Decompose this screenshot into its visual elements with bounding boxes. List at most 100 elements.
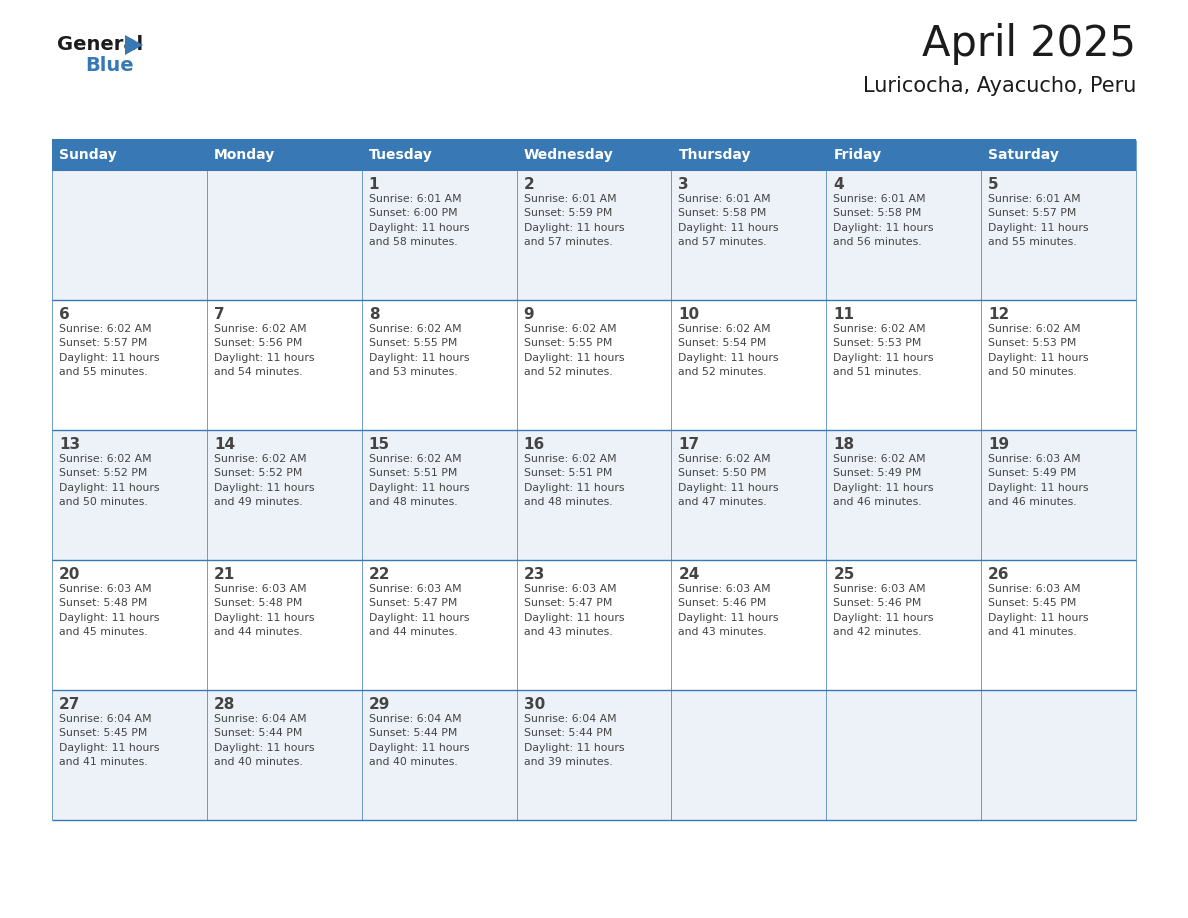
Text: Sunrise: 6:01 AM
Sunset: 6:00 PM
Daylight: 11 hours
and 58 minutes.: Sunrise: 6:01 AM Sunset: 6:00 PM Dayligh… <box>368 194 469 247</box>
Text: Sunrise: 6:02 AM
Sunset: 5:55 PM
Daylight: 11 hours
and 53 minutes.: Sunrise: 6:02 AM Sunset: 5:55 PM Dayligh… <box>368 324 469 377</box>
Text: Luricocha, Ayacucho, Peru: Luricocha, Ayacucho, Peru <box>862 76 1136 96</box>
Bar <box>827 560 981 690</box>
Bar <box>361 430 517 560</box>
Text: 25: 25 <box>833 567 854 582</box>
Bar <box>827 170 981 300</box>
Bar <box>981 170 1136 300</box>
Bar <box>52 170 207 300</box>
Text: Sunrise: 6:02 AM
Sunset: 5:53 PM
Daylight: 11 hours
and 51 minutes.: Sunrise: 6:02 AM Sunset: 5:53 PM Dayligh… <box>833 324 934 377</box>
Text: 24: 24 <box>678 567 700 582</box>
Bar <box>671 300 827 430</box>
Bar <box>671 430 827 560</box>
Text: General: General <box>57 35 143 54</box>
Text: Sunrise: 6:04 AM
Sunset: 5:45 PM
Daylight: 11 hours
and 41 minutes.: Sunrise: 6:04 AM Sunset: 5:45 PM Dayligh… <box>59 714 159 767</box>
Bar <box>827 430 981 560</box>
Text: 20: 20 <box>59 567 81 582</box>
Text: Sunrise: 6:01 AM
Sunset: 5:58 PM
Daylight: 11 hours
and 56 minutes.: Sunrise: 6:01 AM Sunset: 5:58 PM Dayligh… <box>833 194 934 247</box>
Text: 26: 26 <box>988 567 1010 582</box>
Text: Sunrise: 6:04 AM
Sunset: 5:44 PM
Daylight: 11 hours
and 40 minutes.: Sunrise: 6:04 AM Sunset: 5:44 PM Dayligh… <box>368 714 469 767</box>
Bar <box>52 300 207 430</box>
Bar <box>981 300 1136 430</box>
Bar <box>207 560 361 690</box>
Bar <box>207 140 361 170</box>
Polygon shape <box>125 35 143 55</box>
Text: 23: 23 <box>524 567 545 582</box>
Text: 27: 27 <box>59 697 81 712</box>
Text: Sunrise: 6:01 AM
Sunset: 5:57 PM
Daylight: 11 hours
and 55 minutes.: Sunrise: 6:01 AM Sunset: 5:57 PM Dayligh… <box>988 194 1088 247</box>
Text: 13: 13 <box>59 437 80 452</box>
Bar <box>361 690 517 820</box>
Text: Sunrise: 6:02 AM
Sunset: 5:51 PM
Daylight: 11 hours
and 48 minutes.: Sunrise: 6:02 AM Sunset: 5:51 PM Dayligh… <box>368 454 469 508</box>
Text: 16: 16 <box>524 437 545 452</box>
Bar <box>671 560 827 690</box>
Text: 18: 18 <box>833 437 854 452</box>
Text: Sunrise: 6:02 AM
Sunset: 5:51 PM
Daylight: 11 hours
and 48 minutes.: Sunrise: 6:02 AM Sunset: 5:51 PM Dayligh… <box>524 454 624 508</box>
Text: Blue: Blue <box>86 56 133 75</box>
Bar <box>52 690 207 820</box>
Bar <box>517 430 671 560</box>
Text: Sunrise: 6:02 AM
Sunset: 5:50 PM
Daylight: 11 hours
and 47 minutes.: Sunrise: 6:02 AM Sunset: 5:50 PM Dayligh… <box>678 454 779 508</box>
Text: 1: 1 <box>368 177 379 192</box>
Text: Thursday: Thursday <box>678 148 751 162</box>
Bar <box>517 140 671 170</box>
Bar <box>207 690 361 820</box>
Bar <box>361 140 517 170</box>
Text: Monday: Monday <box>214 148 276 162</box>
Bar <box>827 300 981 430</box>
Text: 17: 17 <box>678 437 700 452</box>
Text: Sunrise: 6:04 AM
Sunset: 5:44 PM
Daylight: 11 hours
and 39 minutes.: Sunrise: 6:04 AM Sunset: 5:44 PM Dayligh… <box>524 714 624 767</box>
Bar <box>671 690 827 820</box>
Text: 15: 15 <box>368 437 390 452</box>
Bar <box>52 140 207 170</box>
Text: Sunrise: 6:03 AM
Sunset: 5:46 PM
Daylight: 11 hours
and 42 minutes.: Sunrise: 6:03 AM Sunset: 5:46 PM Dayligh… <box>833 584 934 637</box>
Bar <box>981 140 1136 170</box>
Text: Sunrise: 6:02 AM
Sunset: 5:55 PM
Daylight: 11 hours
and 52 minutes.: Sunrise: 6:02 AM Sunset: 5:55 PM Dayligh… <box>524 324 624 377</box>
Text: 19: 19 <box>988 437 1010 452</box>
Text: Sunrise: 6:04 AM
Sunset: 5:44 PM
Daylight: 11 hours
and 40 minutes.: Sunrise: 6:04 AM Sunset: 5:44 PM Dayligh… <box>214 714 315 767</box>
Text: Sunrise: 6:03 AM
Sunset: 5:47 PM
Daylight: 11 hours
and 43 minutes.: Sunrise: 6:03 AM Sunset: 5:47 PM Dayligh… <box>524 584 624 637</box>
Text: Sunrise: 6:03 AM
Sunset: 5:46 PM
Daylight: 11 hours
and 43 minutes.: Sunrise: 6:03 AM Sunset: 5:46 PM Dayligh… <box>678 584 779 637</box>
Bar <box>361 300 517 430</box>
Text: 6: 6 <box>59 307 70 322</box>
Text: Sunrise: 6:02 AM
Sunset: 5:56 PM
Daylight: 11 hours
and 54 minutes.: Sunrise: 6:02 AM Sunset: 5:56 PM Dayligh… <box>214 324 315 377</box>
Bar <box>361 560 517 690</box>
Text: 29: 29 <box>368 697 390 712</box>
Text: Sunrise: 6:03 AM
Sunset: 5:47 PM
Daylight: 11 hours
and 44 minutes.: Sunrise: 6:03 AM Sunset: 5:47 PM Dayligh… <box>368 584 469 637</box>
Text: Sunrise: 6:01 AM
Sunset: 5:59 PM
Daylight: 11 hours
and 57 minutes.: Sunrise: 6:01 AM Sunset: 5:59 PM Dayligh… <box>524 194 624 247</box>
Bar <box>981 690 1136 820</box>
Bar <box>827 690 981 820</box>
Text: Sunrise: 6:03 AM
Sunset: 5:48 PM
Daylight: 11 hours
and 44 minutes.: Sunrise: 6:03 AM Sunset: 5:48 PM Dayligh… <box>214 584 315 637</box>
Text: 10: 10 <box>678 307 700 322</box>
Text: 9: 9 <box>524 307 535 322</box>
Text: 8: 8 <box>368 307 379 322</box>
Bar <box>207 300 361 430</box>
Bar <box>981 560 1136 690</box>
Text: Tuesday: Tuesday <box>368 148 432 162</box>
Bar <box>52 560 207 690</box>
Text: 28: 28 <box>214 697 235 712</box>
Bar <box>981 430 1136 560</box>
Text: April 2025: April 2025 <box>922 23 1136 65</box>
Text: 21: 21 <box>214 567 235 582</box>
Bar <box>671 140 827 170</box>
Text: Wednesday: Wednesday <box>524 148 613 162</box>
Text: 14: 14 <box>214 437 235 452</box>
Bar <box>207 430 361 560</box>
Bar <box>517 300 671 430</box>
Text: Sunrise: 6:02 AM
Sunset: 5:54 PM
Daylight: 11 hours
and 52 minutes.: Sunrise: 6:02 AM Sunset: 5:54 PM Dayligh… <box>678 324 779 377</box>
Text: 5: 5 <box>988 177 999 192</box>
Bar <box>827 140 981 170</box>
Text: 3: 3 <box>678 177 689 192</box>
Text: Sunrise: 6:02 AM
Sunset: 5:52 PM
Daylight: 11 hours
and 50 minutes.: Sunrise: 6:02 AM Sunset: 5:52 PM Dayligh… <box>59 454 159 508</box>
Bar <box>361 170 517 300</box>
Text: Sunrise: 6:02 AM
Sunset: 5:52 PM
Daylight: 11 hours
and 49 minutes.: Sunrise: 6:02 AM Sunset: 5:52 PM Dayligh… <box>214 454 315 508</box>
Text: Sunrise: 6:03 AM
Sunset: 5:48 PM
Daylight: 11 hours
and 45 minutes.: Sunrise: 6:03 AM Sunset: 5:48 PM Dayligh… <box>59 584 159 637</box>
Text: Sunrise: 6:02 AM
Sunset: 5:53 PM
Daylight: 11 hours
and 50 minutes.: Sunrise: 6:02 AM Sunset: 5:53 PM Dayligh… <box>988 324 1088 377</box>
Text: Sunrise: 6:01 AM
Sunset: 5:58 PM
Daylight: 11 hours
and 57 minutes.: Sunrise: 6:01 AM Sunset: 5:58 PM Dayligh… <box>678 194 779 247</box>
Text: 2: 2 <box>524 177 535 192</box>
Text: Sunrise: 6:02 AM
Sunset: 5:49 PM
Daylight: 11 hours
and 46 minutes.: Sunrise: 6:02 AM Sunset: 5:49 PM Dayligh… <box>833 454 934 508</box>
Text: Sunrise: 6:03 AM
Sunset: 5:45 PM
Daylight: 11 hours
and 41 minutes.: Sunrise: 6:03 AM Sunset: 5:45 PM Dayligh… <box>988 584 1088 637</box>
Bar <box>517 690 671 820</box>
Text: 30: 30 <box>524 697 545 712</box>
Text: Friday: Friday <box>833 148 881 162</box>
